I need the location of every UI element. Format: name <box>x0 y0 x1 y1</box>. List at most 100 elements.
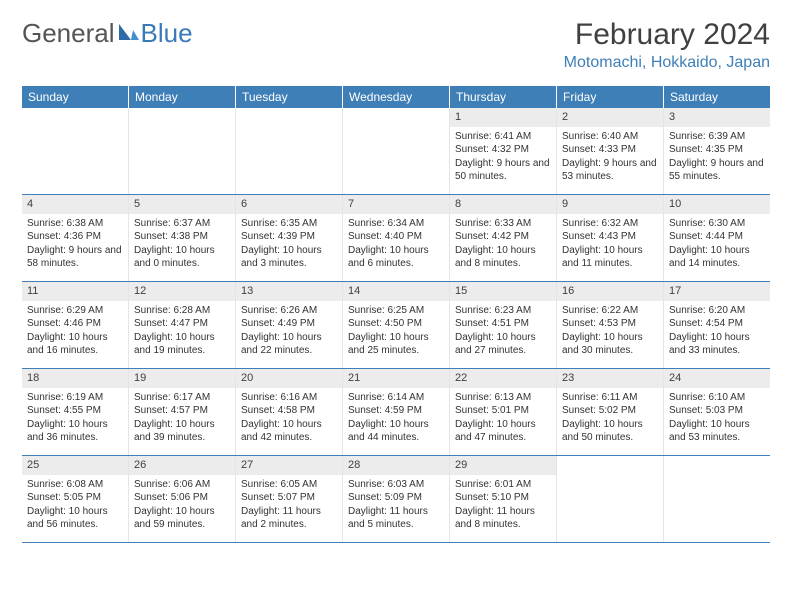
daylight-text: Daylight: 10 hours and 33 minutes. <box>669 331 765 358</box>
day-number: 11 <box>22 282 128 301</box>
daylight-text: Daylight: 10 hours and 19 minutes. <box>134 331 230 358</box>
sunrise-text: Sunrise: 6:08 AM <box>27 478 123 492</box>
sunset-text: Sunset: 4:49 PM <box>241 317 337 331</box>
day-cell: 11Sunrise: 6:29 AMSunset: 4:46 PMDayligh… <box>22 282 129 368</box>
daylight-text: Daylight: 10 hours and 11 minutes. <box>562 244 658 271</box>
daylight-text: Daylight: 11 hours and 2 minutes. <box>241 505 337 532</box>
sunset-text: Sunset: 4:53 PM <box>562 317 658 331</box>
day-number: 9 <box>557 195 663 214</box>
daylight-text: Daylight: 10 hours and 3 minutes. <box>241 244 337 271</box>
sunrise-text: Sunrise: 6:39 AM <box>669 130 765 144</box>
sunrise-text: Sunrise: 6:30 AM <box>669 217 765 231</box>
day-header-sat: Saturday <box>664 86 770 108</box>
day-cell: 5Sunrise: 6:37 AMSunset: 4:38 PMDaylight… <box>129 195 236 281</box>
sunset-text: Sunset: 4:39 PM <box>241 230 337 244</box>
day-number: 21 <box>343 369 449 388</box>
day-number: 7 <box>343 195 449 214</box>
day-cell: 7Sunrise: 6:34 AMSunset: 4:40 PMDaylight… <box>343 195 450 281</box>
day-number: 1 <box>450 108 556 127</box>
sunrise-text: Sunrise: 6:37 AM <box>134 217 230 231</box>
daylight-text: Daylight: 10 hours and 59 minutes. <box>134 505 230 532</box>
sunrise-text: Sunrise: 6:41 AM <box>455 130 551 144</box>
day-number: 14 <box>343 282 449 301</box>
sunset-text: Sunset: 5:09 PM <box>348 491 444 505</box>
week-row: 25Sunrise: 6:08 AMSunset: 5:05 PMDayligh… <box>22 456 770 543</box>
day-cell: 9Sunrise: 6:32 AMSunset: 4:43 PMDaylight… <box>557 195 664 281</box>
daylight-text: Daylight: 10 hours and 8 minutes. <box>455 244 551 271</box>
day-number: 24 <box>664 369 770 388</box>
sunset-text: Sunset: 4:33 PM <box>562 143 658 157</box>
daylight-text: Daylight: 10 hours and 27 minutes. <box>455 331 551 358</box>
day-cell: 17Sunrise: 6:20 AMSunset: 4:54 PMDayligh… <box>664 282 770 368</box>
month-title: February 2024 <box>564 18 770 52</box>
day-cell <box>664 456 770 542</box>
day-cell: 18Sunrise: 6:19 AMSunset: 4:55 PMDayligh… <box>22 369 129 455</box>
day-cell: 16Sunrise: 6:22 AMSunset: 4:53 PMDayligh… <box>557 282 664 368</box>
daylight-text: Daylight: 11 hours and 5 minutes. <box>348 505 444 532</box>
daylight-text: Daylight: 10 hours and 25 minutes. <box>348 331 444 358</box>
daylight-text: Daylight: 10 hours and 30 minutes. <box>562 331 658 358</box>
sunrise-text: Sunrise: 6:34 AM <box>348 217 444 231</box>
daylight-text: Daylight: 10 hours and 6 minutes. <box>348 244 444 271</box>
day-header-fri: Friday <box>557 86 664 108</box>
daylight-text: Daylight: 10 hours and 39 minutes. <box>134 418 230 445</box>
week-row: 18Sunrise: 6:19 AMSunset: 4:55 PMDayligh… <box>22 369 770 456</box>
day-cell: 3Sunrise: 6:39 AMSunset: 4:35 PMDaylight… <box>664 108 770 194</box>
daylight-text: Daylight: 10 hours and 53 minutes. <box>669 418 765 445</box>
week-row: 1 Sunrise: 6:41 AMSunset: 4:32 PMDaylight… <box>22 108 770 195</box>
day-cell: 29Sunrise: 6:01 AMSunset: 5:10 PMDayligh… <box>450 456 557 542</box>
sunset-text: Sunset: 4:46 PM <box>27 317 123 331</box>
sunset-text: Sunset: 4:47 PM <box>134 317 230 331</box>
day-number: 8 <box>450 195 556 214</box>
title-block: February 2024 Motomachi, Hokkaido, Japan <box>564 18 770 72</box>
day-header-mon: Monday <box>129 86 236 108</box>
sunset-text: Sunset: 5:10 PM <box>455 491 551 505</box>
sunset-text: Sunset: 4:44 PM <box>669 230 765 244</box>
day-number <box>343 108 449 127</box>
day-header-tue: Tuesday <box>236 86 343 108</box>
day-cell: 6Sunrise: 6:35 AMSunset: 4:39 PMDaylight… <box>236 195 343 281</box>
day-number <box>664 456 770 475</box>
day-number: 4 <box>22 195 128 214</box>
location: Motomachi, Hokkaido, Japan <box>564 54 770 72</box>
sunrise-text: Sunrise: 6:20 AM <box>669 304 765 318</box>
sunrise-text: Sunrise: 6:06 AM <box>134 478 230 492</box>
daylight-text: Daylight: 10 hours and 36 minutes. <box>27 418 123 445</box>
sunrise-text: Sunrise: 6:03 AM <box>348 478 444 492</box>
sail-icon <box>117 18 139 49</box>
sunset-text: Sunset: 4:32 PM <box>455 143 551 157</box>
day-number: 23 <box>557 369 663 388</box>
sunrise-text: Sunrise: 6:38 AM <box>27 217 123 231</box>
daylight-text: Daylight: 10 hours and 14 minutes. <box>669 244 765 271</box>
day-cell: 12Sunrise: 6:28 AMSunset: 4:47 PMDayligh… <box>129 282 236 368</box>
daylight-text: Daylight: 10 hours and 22 minutes. <box>241 331 337 358</box>
daylight-text: Daylight: 10 hours and 56 minutes. <box>27 505 123 532</box>
day-number: 3 <box>664 108 770 127</box>
sunrise-text: Sunrise: 6:19 AM <box>27 391 123 405</box>
daylight-text: Daylight: 11 hours and 8 minutes. <box>455 505 551 532</box>
sunset-text: Sunset: 4:59 PM <box>348 404 444 418</box>
day-number: 12 <box>129 282 235 301</box>
day-number: 2 <box>557 108 663 127</box>
daylight-text: Daylight: 10 hours and 47 minutes. <box>455 418 551 445</box>
day-number: 13 <box>236 282 342 301</box>
sunset-text: Sunset: 5:07 PM <box>241 491 337 505</box>
day-number <box>236 108 342 127</box>
day-cell: 4Sunrise: 6:38 AMSunset: 4:36 PMDaylight… <box>22 195 129 281</box>
sunset-text: Sunset: 4:43 PM <box>562 230 658 244</box>
sunset-text: Sunset: 4:54 PM <box>669 317 765 331</box>
sunrise-text: Sunrise: 6:17 AM <box>134 391 230 405</box>
day-header-wed: Wednesday <box>343 86 450 108</box>
sunrise-text: Sunrise: 6:22 AM <box>562 304 658 318</box>
daylight-text: Daylight: 9 hours and 50 minutes. <box>455 157 551 184</box>
day-number <box>129 108 235 127</box>
day-cell <box>22 108 129 194</box>
day-cell: 10Sunrise: 6:30 AMSunset: 4:44 PMDayligh… <box>664 195 770 281</box>
sunrise-text: Sunrise: 6:40 AM <box>562 130 658 144</box>
day-number: 26 <box>129 456 235 475</box>
sunset-text: Sunset: 5:06 PM <box>134 491 230 505</box>
day-number: 18 <box>22 369 128 388</box>
brand-part1: General <box>22 18 115 49</box>
sunrise-text: Sunrise: 6:23 AM <box>455 304 551 318</box>
sunset-text: Sunset: 5:03 PM <box>669 404 765 418</box>
